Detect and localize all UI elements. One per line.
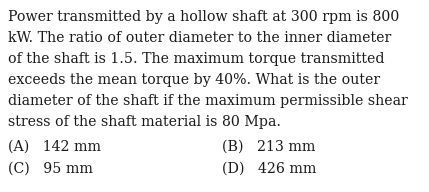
- Text: of the shaft is 1.5. The maximum torque transmitted: of the shaft is 1.5. The maximum torque …: [8, 52, 384, 66]
- Text: diameter of the shaft if the maximum permissible shear: diameter of the shaft if the maximum per…: [8, 94, 408, 108]
- Text: (A)   142 mm: (A) 142 mm: [8, 140, 101, 154]
- Text: stress of the shaft material is 80 Mpa.: stress of the shaft material is 80 Mpa.: [8, 115, 281, 129]
- Text: (C)   95 mm: (C) 95 mm: [8, 162, 93, 176]
- Text: kW. The ratio of outer diameter to the inner diameter: kW. The ratio of outer diameter to the i…: [8, 31, 391, 45]
- Text: exceeds the mean torque by 40%. What is the outer: exceeds the mean torque by 40%. What is …: [8, 73, 380, 87]
- Text: Power transmitted by a hollow shaft at 300 rpm is 800: Power transmitted by a hollow shaft at 3…: [8, 10, 399, 24]
- Text: (D)   426 mm: (D) 426 mm: [222, 162, 316, 176]
- Text: (B)   213 mm: (B) 213 mm: [222, 140, 315, 154]
